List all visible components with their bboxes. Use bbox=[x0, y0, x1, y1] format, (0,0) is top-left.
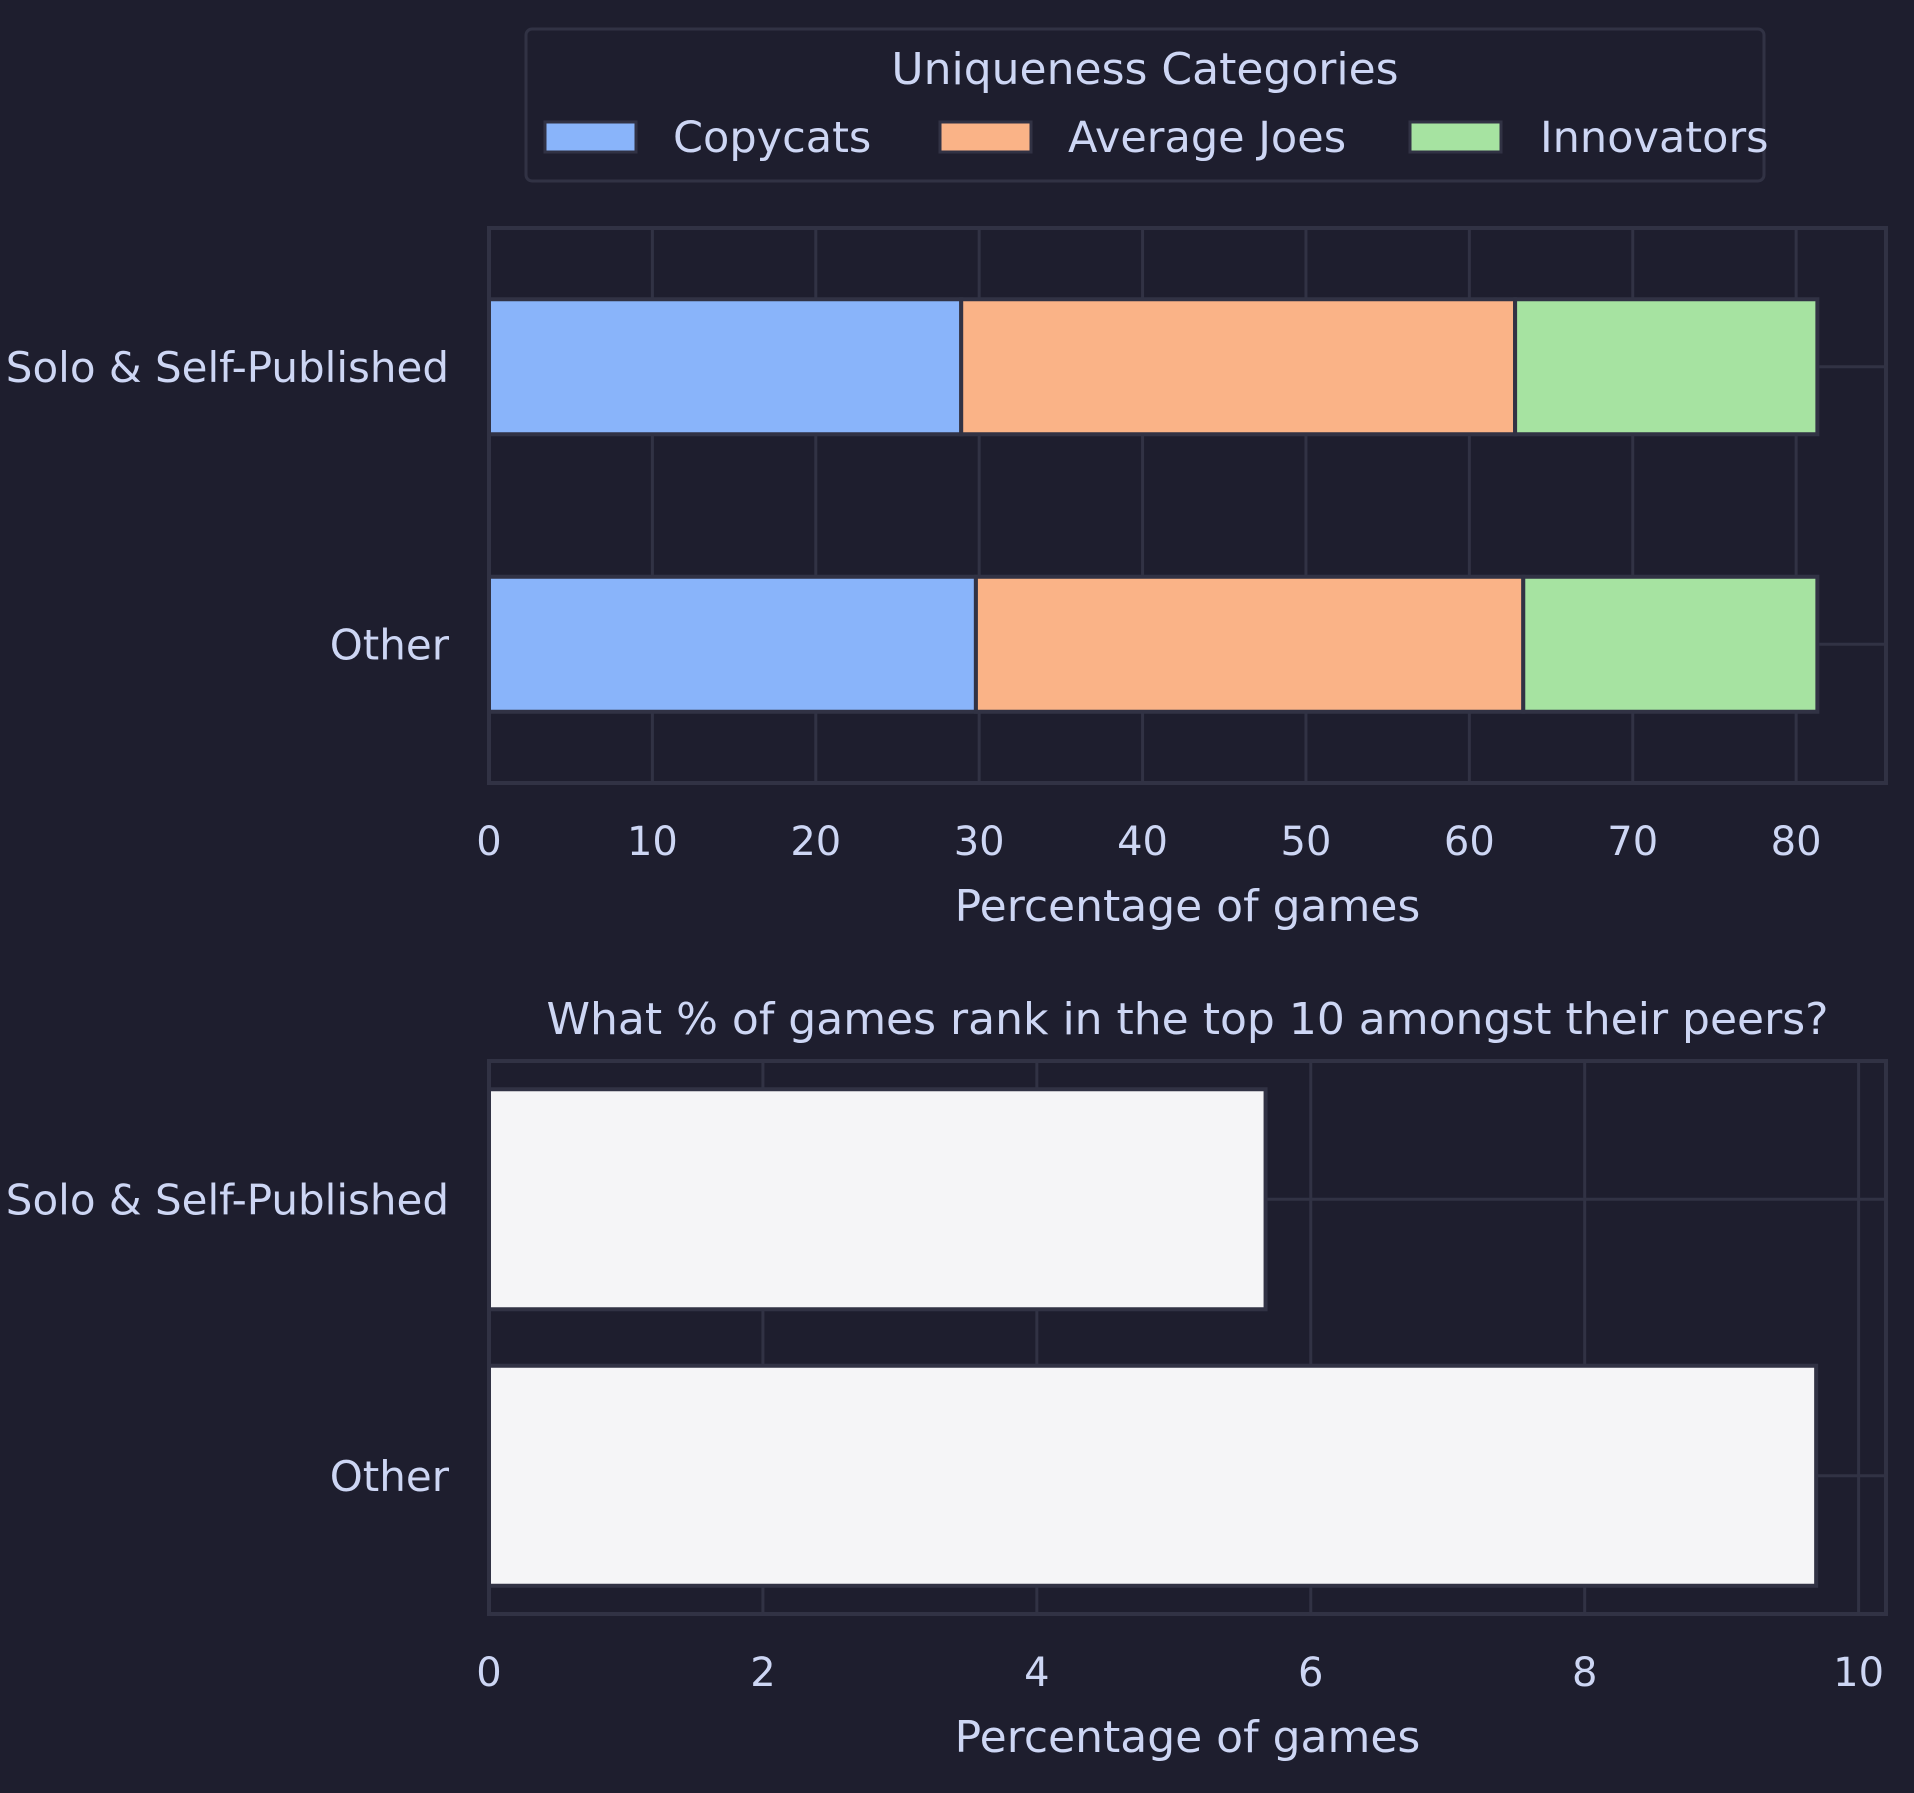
x-tick-label: 2 bbox=[750, 1650, 775, 1696]
legend-label-average-joes: Average Joes bbox=[1068, 113, 1346, 163]
x-tick-label: 8 bbox=[1572, 1650, 1597, 1696]
legend-label-innovators: Innovators bbox=[1540, 113, 1769, 163]
x-tick-label: 30 bbox=[954, 819, 1005, 865]
plot-frame bbox=[487, 1059, 1888, 1616]
x-tick-labels: 0 10 20 30 40 50 60 70 80 bbox=[476, 819, 1821, 865]
x-tick-label: 4 bbox=[1024, 1650, 1049, 1696]
bar-solo-self-published-average-joes bbox=[959, 297, 1518, 437]
legend: Uniqueness Categories Copycats Average J… bbox=[524, 27, 1769, 183]
category-label-other: Other bbox=[330, 1452, 450, 1501]
category-label-solo-self-published: Solo & Self-Published bbox=[6, 1175, 449, 1224]
bar-solo-self-published bbox=[487, 1087, 1268, 1312]
x-axis-label: Percentage of games bbox=[955, 881, 1421, 932]
legend-swatch-average-joes bbox=[938, 120, 1033, 154]
bar-other-copycats bbox=[487, 574, 978, 714]
bars bbox=[487, 297, 1820, 714]
x-tick-label: 6 bbox=[1298, 1650, 1323, 1696]
stacked-bar-chart: 0 10 20 30 40 50 60 70 80 Solo & Self-Published … bbox=[6, 226, 1888, 932]
x-tick-label: 0 bbox=[476, 1650, 501, 1696]
legend-label-copycats: Copycats bbox=[673, 113, 871, 163]
bar-other-innovators bbox=[1521, 574, 1820, 714]
bar-other bbox=[487, 1363, 1819, 1588]
x-tick-label: 20 bbox=[790, 819, 841, 865]
bar-solo-self-published-innovators bbox=[1513, 297, 1820, 437]
x-tick-label: 60 bbox=[1444, 819, 1495, 865]
bar-chart: What % of games rank in the top 10 among… bbox=[6, 994, 1888, 1763]
x-tick-labels: 0 2 4 6 8 10 bbox=[476, 1650, 1884, 1696]
bars bbox=[487, 1087, 1819, 1588]
legend-swatch-innovators bbox=[1408, 120, 1503, 154]
x-tick-label: 10 bbox=[1833, 1650, 1884, 1696]
category-label-solo-self-published: Solo & Self-Published bbox=[6, 343, 449, 392]
x-axis-label: Percentage of games bbox=[955, 1712, 1421, 1763]
x-tick-label: 0 bbox=[476, 819, 501, 865]
bar-other-average-joes bbox=[973, 574, 1526, 714]
plot-frame bbox=[487, 226, 1888, 785]
x-tick-label: 40 bbox=[1117, 819, 1168, 865]
chart-title: What % of games rank in the top 10 among… bbox=[547, 994, 1829, 1045]
category-label-other: Other bbox=[330, 620, 450, 669]
x-tick-label: 50 bbox=[1281, 819, 1332, 865]
bar-solo-self-published-copycats bbox=[487, 297, 964, 437]
x-tick-label: 10 bbox=[627, 819, 678, 865]
x-tick-label: 70 bbox=[1607, 819, 1658, 865]
legend-swatch-copycats bbox=[543, 120, 638, 154]
legend-title: Uniqueness Categories bbox=[891, 44, 1398, 95]
x-tick-label: 80 bbox=[1771, 819, 1822, 865]
